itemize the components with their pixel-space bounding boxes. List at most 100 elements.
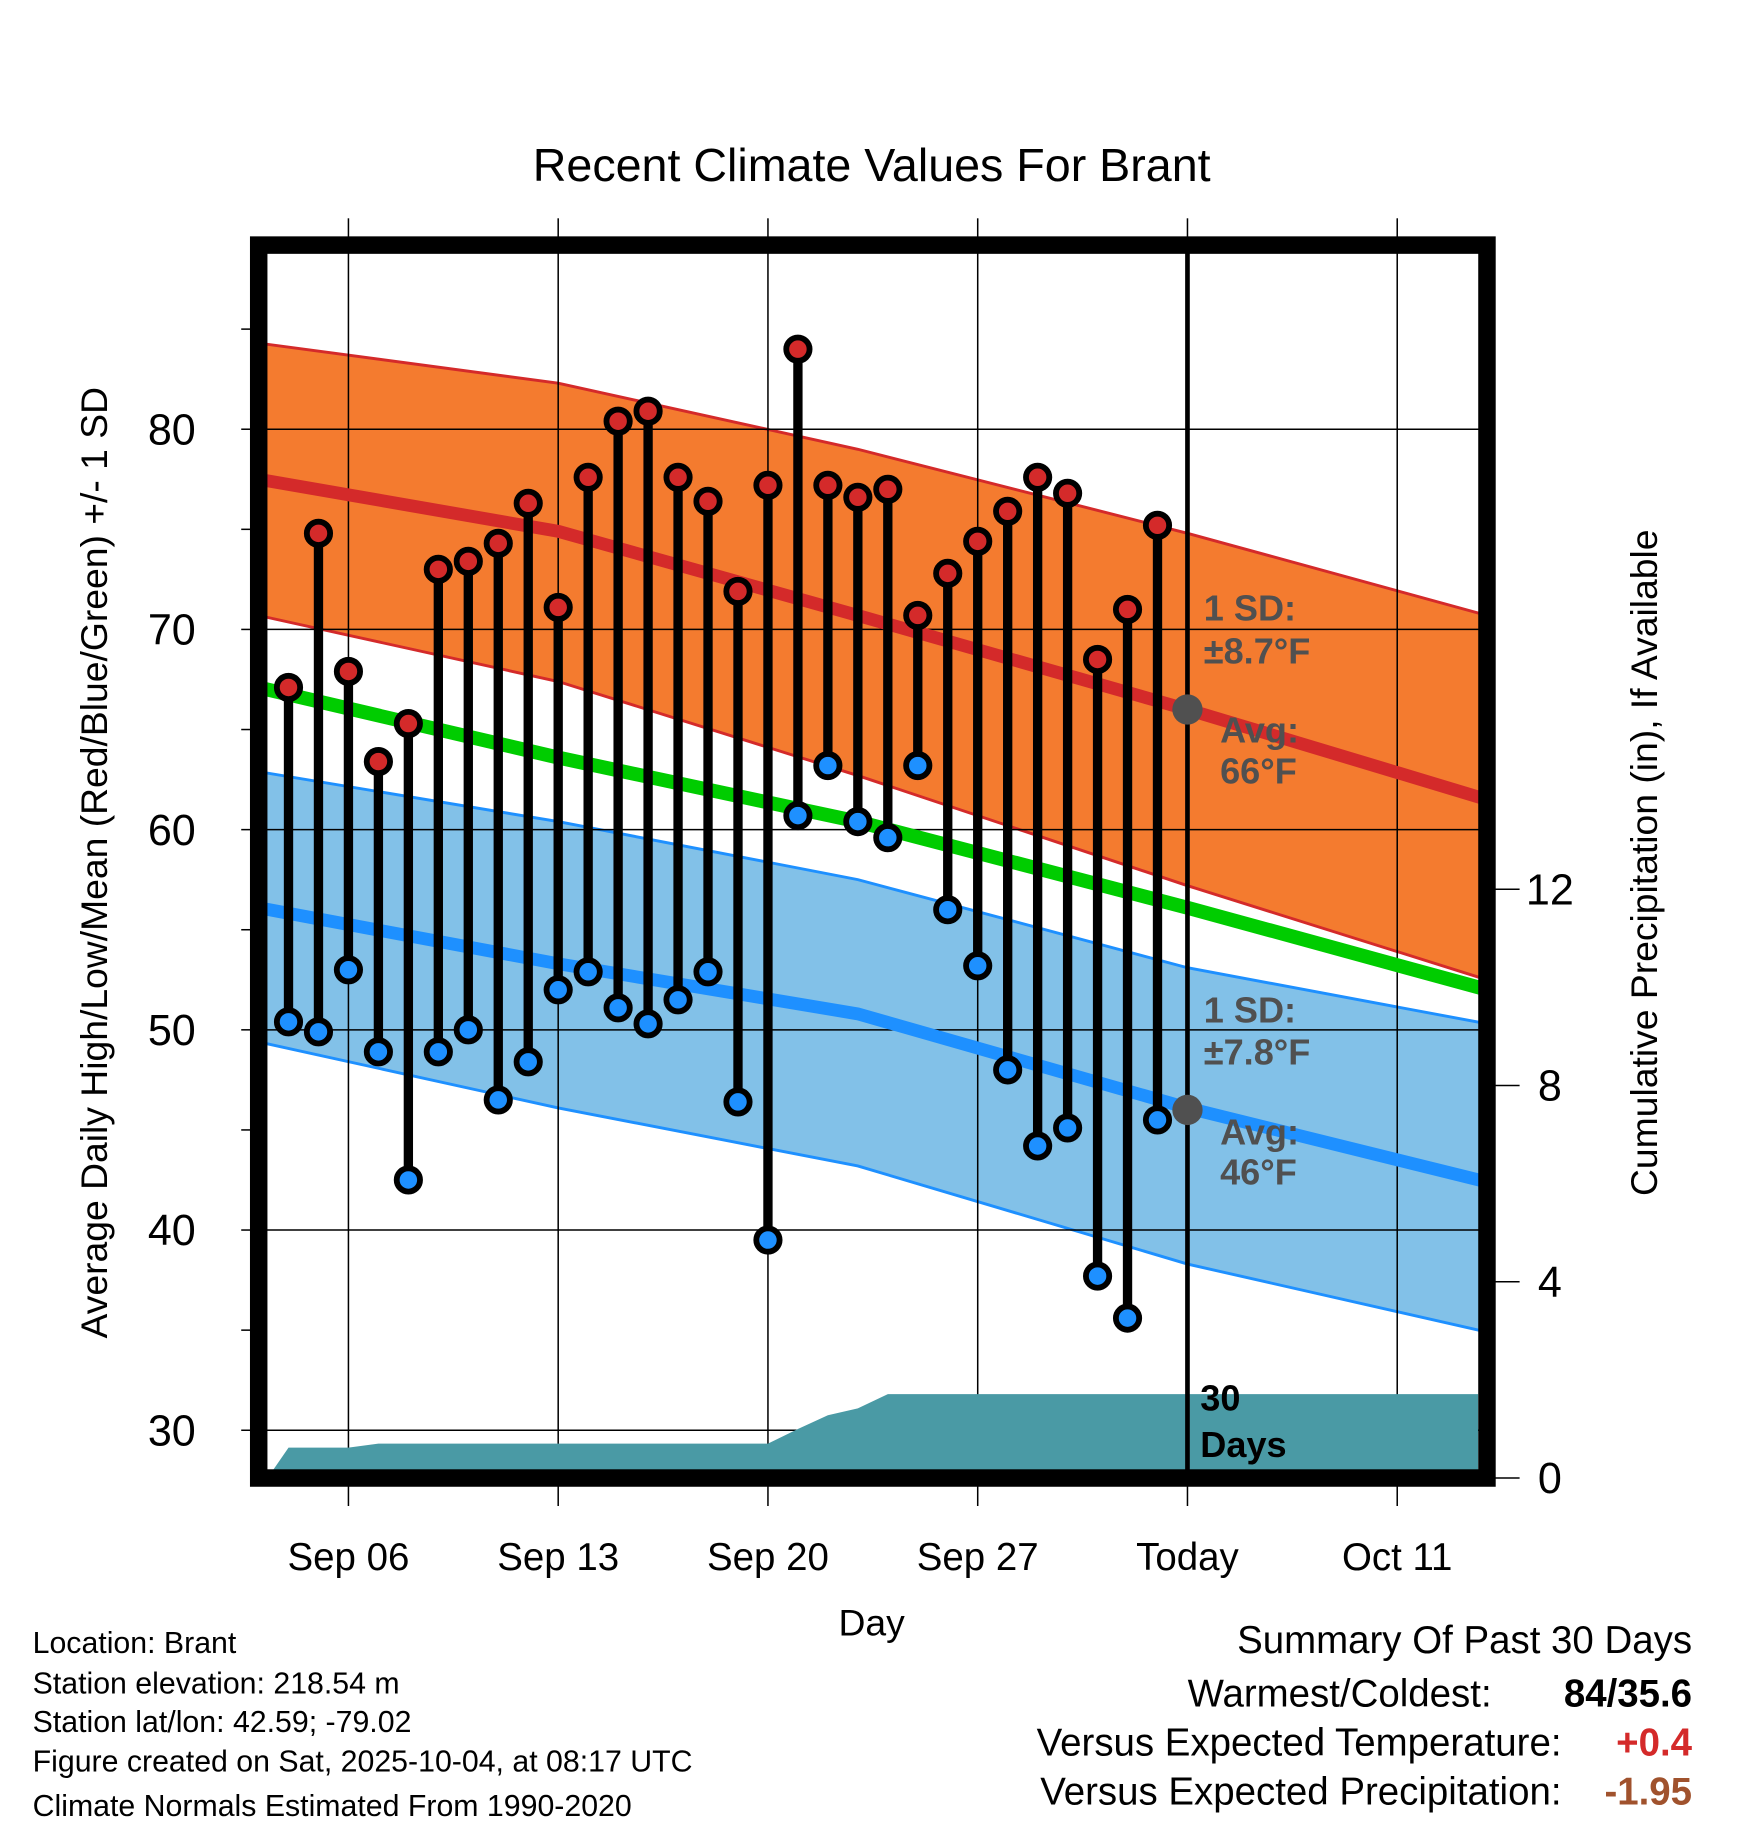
summary-precip-label: Versus Expected Precipitation: bbox=[1040, 1770, 1561, 1813]
high-avg-label: Avg: bbox=[1220, 710, 1299, 751]
info-latlon: Station lat/lon: 42.59; -79.02 bbox=[33, 1706, 412, 1739]
low-point bbox=[573, 957, 603, 987]
summary-title: Summary Of Past 30 Days bbox=[1237, 1619, 1692, 1662]
summary-precip-value: -1.95 bbox=[1604, 1770, 1692, 1813]
summary-temp-value: +0.4 bbox=[1616, 1721, 1693, 1764]
low-point bbox=[1083, 1261, 1113, 1291]
high-point bbox=[483, 528, 513, 558]
summary-warmest-label: Warmest/Coldest: bbox=[1188, 1672, 1492, 1715]
plot-frame bbox=[249, 236, 1496, 1487]
high-point bbox=[783, 334, 813, 364]
high-point bbox=[423, 554, 453, 584]
high-point bbox=[303, 518, 334, 548]
y-tick-label: 70 bbox=[148, 607, 196, 655]
precip-area bbox=[273, 1394, 1479, 1470]
high-point bbox=[273, 672, 304, 703]
high-point bbox=[363, 746, 393, 777]
low-avg-value: 46°F bbox=[1220, 1151, 1297, 1192]
high-point bbox=[453, 546, 483, 576]
low-point bbox=[843, 807, 873, 837]
low-point bbox=[723, 1087, 753, 1117]
summary-warmest-value: 84/35.6 bbox=[1564, 1672, 1692, 1715]
low-sd-band-upper-edge bbox=[266, 771, 1479, 1024]
y2-tick-label: 0 bbox=[1538, 1455, 1562, 1503]
high-point bbox=[903, 600, 933, 630]
high-point bbox=[663, 462, 693, 492]
today-high-avg-marker bbox=[1172, 694, 1203, 725]
high-avg-value: 66°F bbox=[1220, 750, 1297, 791]
high-sd-band-upper-edge bbox=[266, 342, 1479, 615]
y2-axis-label: Cumulative Precipitation (in), If Availa… bbox=[1623, 529, 1665, 1196]
high-sd-band bbox=[266, 344, 1479, 978]
low-sd-value: ±7.8°F bbox=[1204, 1031, 1311, 1072]
high-point bbox=[1083, 644, 1113, 675]
high-point bbox=[813, 470, 843, 500]
y2-tick-label: 12 bbox=[1526, 866, 1574, 914]
x-tick-label: Sep 06 bbox=[288, 1536, 410, 1579]
low-point bbox=[813, 750, 843, 781]
y-tick-label: 60 bbox=[148, 807, 196, 855]
low-point bbox=[453, 1015, 483, 1045]
high-point bbox=[843, 482, 873, 512]
low-point bbox=[633, 1009, 663, 1039]
high-point bbox=[393, 708, 423, 739]
low-point bbox=[543, 975, 573, 1005]
low-point bbox=[753, 1225, 783, 1255]
high-point bbox=[753, 470, 783, 500]
high-point bbox=[633, 396, 663, 426]
station-info: Location: Brant Station elevation: 218.5… bbox=[33, 1627, 693, 1823]
high-sd-label: 1 SD: bbox=[1204, 587, 1296, 628]
low-point bbox=[933, 895, 963, 925]
y-tick-label: 50 bbox=[148, 1007, 196, 1055]
high-sd-value: ±8.7°F bbox=[1204, 630, 1311, 671]
chart-title: Recent Climate Values For Brant bbox=[533, 139, 1211, 191]
high-point bbox=[933, 558, 963, 588]
x-tick-label: Sep 20 bbox=[707, 1536, 829, 1579]
low-point bbox=[783, 801, 813, 831]
y-tick-label: 40 bbox=[148, 1207, 196, 1255]
summary-panel: Summary Of Past 30 Days Warmest/Coldest:… bbox=[1037, 1619, 1693, 1813]
low-point bbox=[513, 1047, 543, 1077]
high-point bbox=[1112, 594, 1143, 624]
high-point bbox=[543, 592, 573, 622]
low-point bbox=[1142, 1105, 1173, 1135]
low-point bbox=[393, 1165, 423, 1195]
low-point bbox=[363, 1037, 393, 1067]
low-point bbox=[273, 1007, 304, 1037]
low-avg-label: Avg: bbox=[1220, 1112, 1299, 1153]
low-point bbox=[423, 1037, 453, 1067]
low-point bbox=[603, 993, 633, 1023]
high-point bbox=[693, 486, 723, 516]
info-location: Location: Brant bbox=[33, 1627, 237, 1660]
high-point bbox=[993, 496, 1023, 526]
low-avg-line bbox=[266, 902, 1479, 1187]
low-point bbox=[1053, 1113, 1083, 1143]
low-point bbox=[663, 985, 693, 1015]
high-point bbox=[603, 406, 633, 436]
days-count-number: 30 bbox=[1200, 1377, 1240, 1418]
x-tick-label: Sep 27 bbox=[917, 1536, 1039, 1579]
low-point bbox=[1023, 1131, 1053, 1161]
low-point bbox=[303, 1017, 334, 1047]
low-point bbox=[903, 750, 933, 781]
low-point bbox=[333, 955, 364, 985]
plot-area bbox=[266, 253, 1479, 1470]
x-tick-label: Today bbox=[1136, 1536, 1239, 1579]
y-tick-label: 80 bbox=[148, 406, 196, 454]
y2-tick-label: 8 bbox=[1538, 1063, 1562, 1111]
high-point bbox=[333, 656, 364, 687]
high-point bbox=[1142, 510, 1173, 540]
high-point bbox=[573, 462, 603, 492]
x-tick-label: Sep 13 bbox=[497, 1536, 619, 1579]
high-point bbox=[723, 576, 753, 606]
low-point bbox=[993, 1055, 1023, 1085]
low-point bbox=[1112, 1303, 1143, 1333]
high-point bbox=[963, 526, 993, 556]
info-created: Figure created on Sat, 2025-10-04, at 08… bbox=[33, 1746, 693, 1779]
low-sd-band bbox=[266, 772, 1479, 1331]
days-count-word: Days bbox=[1200, 1424, 1286, 1465]
today-low-avg-marker bbox=[1172, 1094, 1203, 1126]
high-point bbox=[873, 474, 903, 504]
